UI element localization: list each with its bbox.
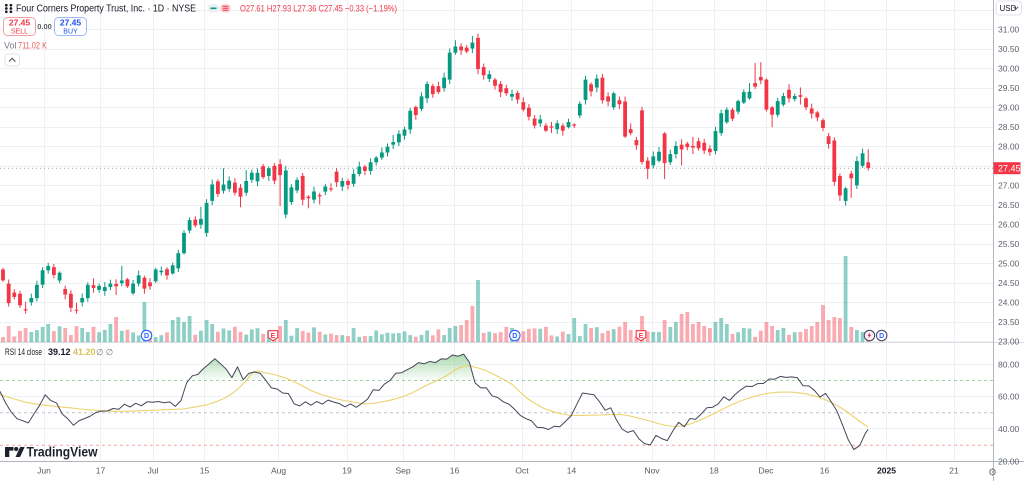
svg-text:23.00: 23.00 [998, 337, 1020, 347]
svg-text:26.50: 26.50 [998, 200, 1020, 210]
svg-text:15: 15 [200, 466, 210, 476]
svg-text:28.50: 28.50 [998, 122, 1020, 132]
svg-text:27.45: 27.45 [60, 18, 82, 28]
svg-text:29.50: 29.50 [998, 83, 1020, 93]
svg-text:31.00: 31.00 [998, 25, 1020, 35]
svg-text:711.02 K: 711.02 K [18, 41, 47, 51]
svg-text:29.00: 29.00 [998, 103, 1020, 113]
svg-text:26.00: 26.00 [998, 220, 1020, 230]
svg-text:D: D [512, 333, 517, 340]
svg-text:39.12: 39.12 [48, 347, 71, 357]
svg-text:16: 16 [820, 466, 830, 476]
svg-text:40.00: 40.00 [998, 424, 1020, 434]
svg-text:27.00: 27.00 [998, 181, 1020, 191]
svg-text:Vol: Vol [4, 41, 17, 51]
svg-text:Oct: Oct [515, 466, 529, 476]
svg-text:E: E [271, 333, 276, 340]
svg-text:∅ ∅: ∅ ∅ [96, 347, 114, 357]
svg-text:RSI 14 close: RSI 14 close [5, 347, 42, 357]
svg-text:E: E [639, 333, 644, 340]
svg-text:24.00: 24.00 [998, 298, 1020, 308]
svg-text:SELL: SELL [11, 29, 28, 36]
svg-text:18: 18 [709, 466, 719, 476]
svg-text:Sep: Sep [395, 466, 410, 476]
svg-text:27.45: 27.45 [9, 18, 31, 28]
svg-text:Jul: Jul [148, 466, 159, 476]
svg-text:Aug: Aug [271, 466, 286, 476]
svg-text:60.00: 60.00 [998, 392, 1020, 402]
svg-text:⚙: ⚙ [988, 468, 997, 479]
svg-text:30.50: 30.50 [998, 44, 1020, 54]
svg-text:24.50: 24.50 [998, 278, 1020, 288]
svg-text:25.00: 25.00 [998, 259, 1020, 269]
svg-text:Jun: Jun [37, 466, 51, 476]
svg-text:21: 21 [949, 466, 959, 476]
svg-text:30.00: 30.00 [998, 64, 1020, 74]
svg-text:17: 17 [96, 466, 106, 476]
svg-text:41.20: 41.20 [73, 347, 96, 357]
svg-text:0.00: 0.00 [37, 22, 52, 31]
svg-text:23.50: 23.50 [998, 317, 1020, 327]
svg-text:D: D [144, 333, 149, 340]
svg-text:TradingView: TradingView [27, 445, 98, 460]
svg-text:USD: USD [1000, 4, 1017, 13]
svg-text:14: 14 [567, 466, 577, 476]
svg-text:2025: 2025 [877, 466, 896, 476]
svg-text:Four Corners Property Trust, I: Four Corners Property Trust, Inc. · 1D ·… [16, 4, 196, 15]
svg-text:20.00: 20.00 [998, 456, 1020, 466]
svg-text:19: 19 [342, 466, 352, 476]
svg-text:D: D [879, 333, 884, 340]
svg-text:BUY: BUY [63, 29, 78, 36]
svg-text:16: 16 [450, 466, 460, 476]
svg-text:27.45: 27.45 [998, 163, 1021, 173]
svg-text:25.50: 25.50 [998, 239, 1020, 249]
svg-text:28.00: 28.00 [998, 142, 1020, 152]
svg-text:Nov: Nov [644, 466, 660, 476]
svg-text:Dec: Dec [758, 466, 774, 476]
svg-text:O27.61 H27.93 L27.36 C27.45 −0: O27.61 H27.93 L27.36 C27.45 −0.33 (−1.19… [240, 4, 397, 15]
svg-text:80.00: 80.00 [998, 359, 1020, 369]
